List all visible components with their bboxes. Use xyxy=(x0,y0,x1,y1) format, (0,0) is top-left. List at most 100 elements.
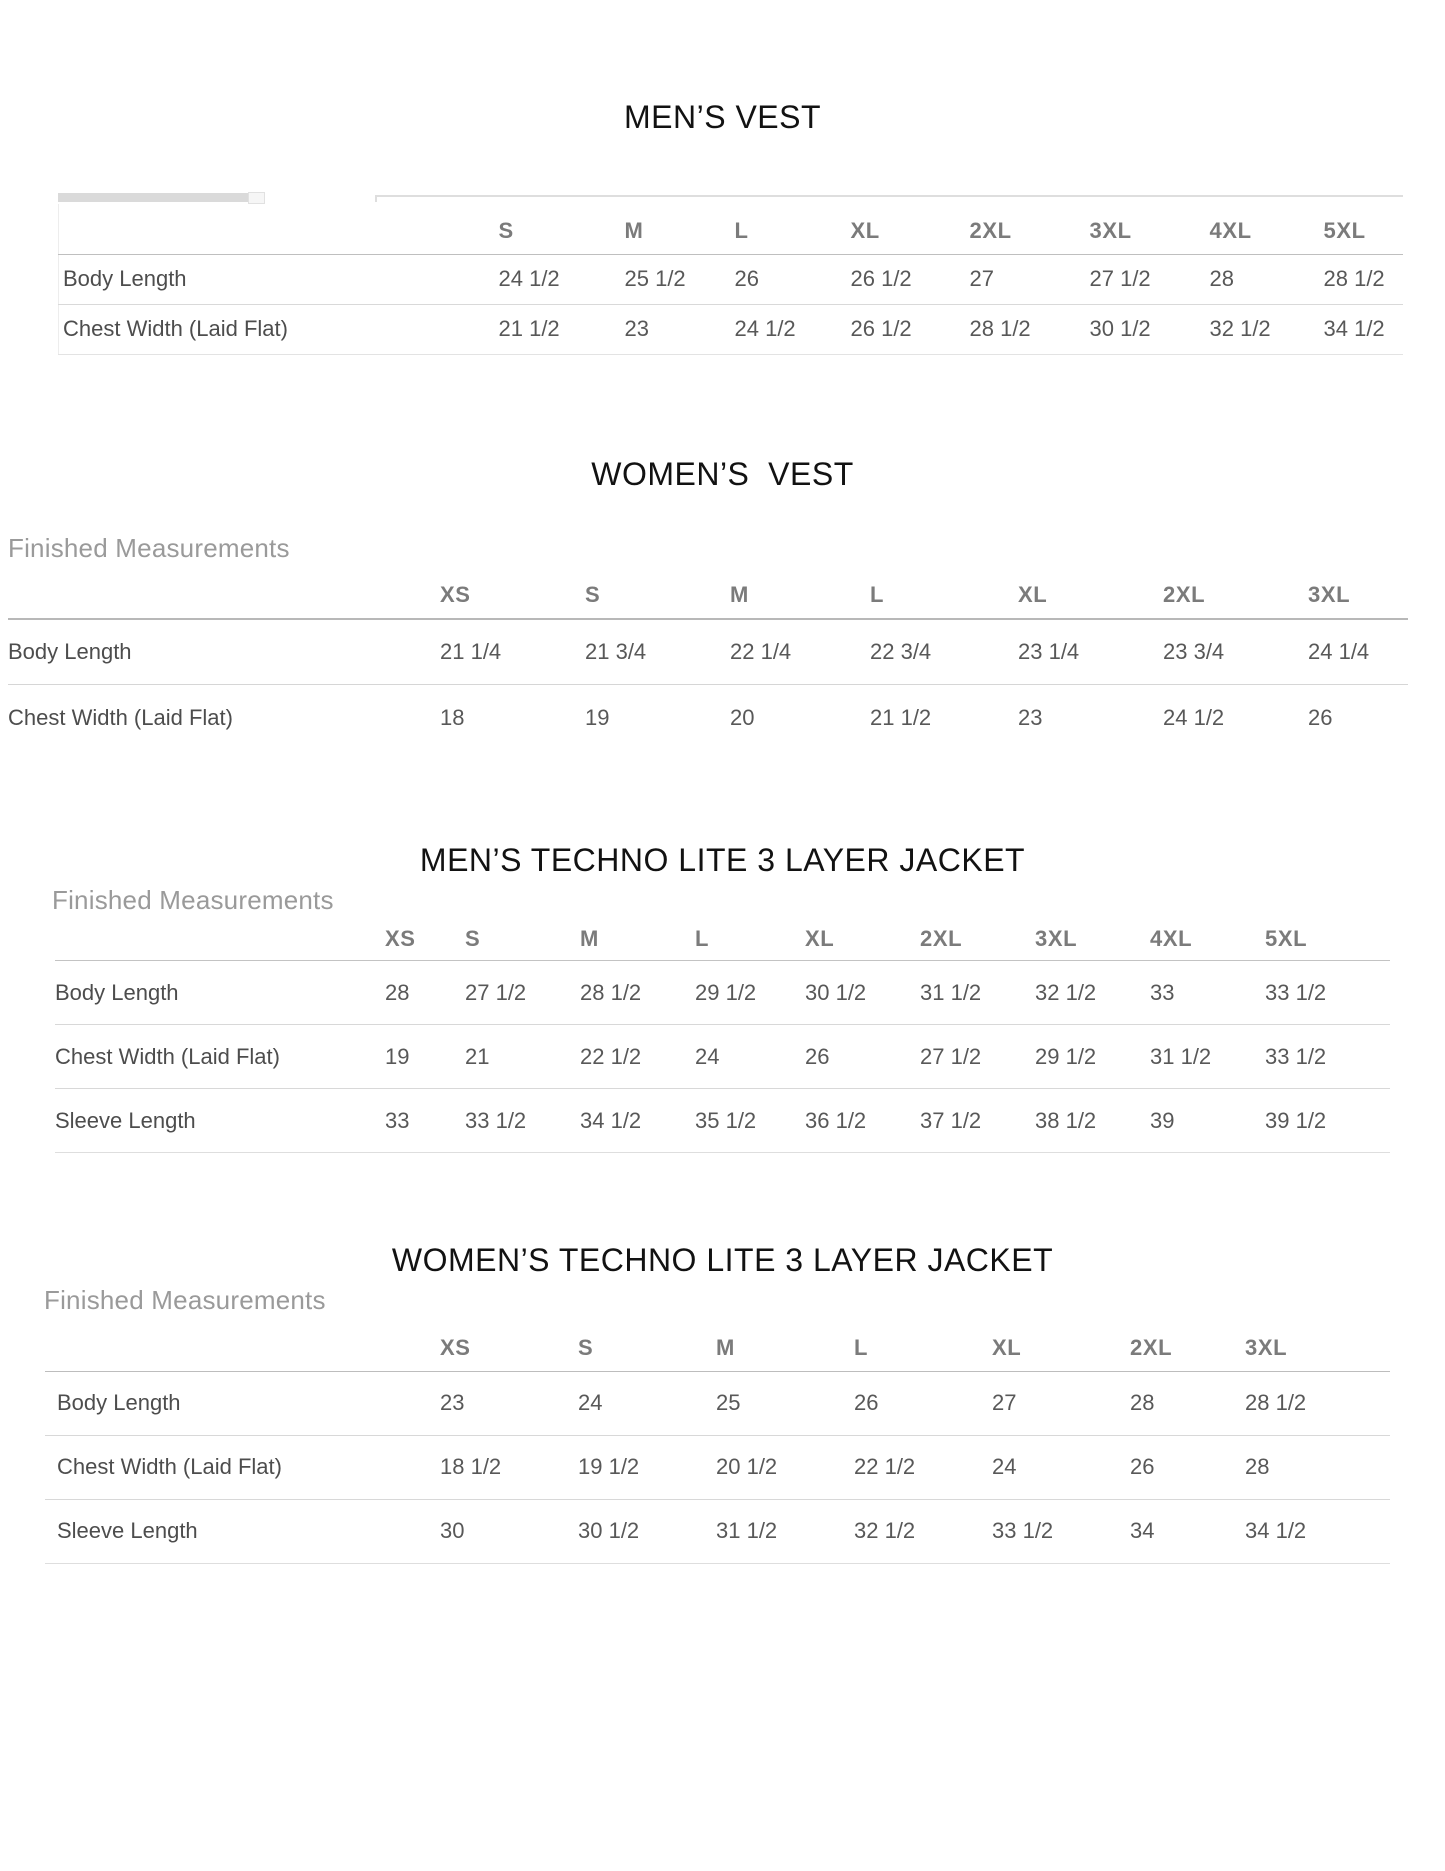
measurement-value-cell: 33 xyxy=(385,1088,465,1153)
measurement-value-cell: 33 1/2 xyxy=(465,1088,580,1153)
size-header-cell: XL xyxy=(1018,562,1163,620)
size-header-cell: 5XL xyxy=(1323,204,1403,255)
size-header-cell: 2XL xyxy=(969,204,1090,255)
measurement-row: Body Length 24 1/2 25 1/2 26 26 1/2 27 27 1/2 2… xyxy=(59,254,1404,304)
horizontal-scrollbar-thumb[interactable] xyxy=(58,193,248,202)
size-header-row: XS S M L XL 2XL 3XL xyxy=(45,1315,1390,1372)
size-header-cell: 3XL xyxy=(1035,914,1150,961)
size-header-cell: XS xyxy=(385,914,465,961)
finished-measurements-label: Finished Measurements xyxy=(44,1285,326,1315)
measurement-value-cell: 33 1/2 xyxy=(1265,1024,1390,1089)
corner-cell xyxy=(55,914,385,961)
measurement-value-cell: 39 xyxy=(1150,1088,1265,1153)
measurement-value-cell: 22 1/4 xyxy=(730,638,792,664)
measurement-value-cell: 29 1/2 xyxy=(1035,1024,1150,1089)
size-header-cell: M xyxy=(580,914,695,961)
horizontal-scrollbar-track-end[interactable] xyxy=(248,192,265,204)
measurement-value-cell: 27 1/2 xyxy=(1089,266,1151,291)
size-header-cell: XL xyxy=(850,204,970,255)
size-header-cell: L xyxy=(734,204,851,255)
size-header-cell: 3XL xyxy=(1245,1315,1390,1372)
measurement-value-cell: 37 1/2 xyxy=(920,1088,1035,1153)
measurement-value-cell: 25 xyxy=(716,1390,741,1415)
measurement-value-cell: 24 1/2 xyxy=(1163,684,1308,751)
measurement-value-cell: 22 3/4 xyxy=(870,638,932,664)
measurement-value-cell: 28 xyxy=(1130,1390,1155,1415)
size-header-cell: S xyxy=(498,204,625,255)
measurement-value-cell: 27 xyxy=(969,266,994,291)
measurement-value-cell: 21 xyxy=(465,1024,580,1089)
measurement-value-cell: 35 1/2 xyxy=(695,1088,805,1153)
measurement-value-cell: 19 1/2 xyxy=(578,1434,716,1499)
measurement-value-cell: 30 1/2 xyxy=(1089,303,1210,355)
measurement-value-cell: 18 1/2 xyxy=(440,1434,578,1499)
corner-cell xyxy=(45,1315,440,1372)
measurement-row: Body Length 28 27 1/2 28 1/2 29 1/2 30 1/2 31 … xyxy=(55,961,1390,1025)
measurement-row-label: Sleeve Length xyxy=(55,1088,385,1153)
finished-measurements-label: Finished Measurements xyxy=(8,532,290,563)
measurement-row-label: Chest Width (Laid Flat) xyxy=(45,1434,440,1499)
measurement-value-cell: 31 1/2 xyxy=(716,1498,854,1564)
measurement-value-cell: 32 1/2 xyxy=(1035,979,1097,1005)
measurement-value-cell: 31 1/2 xyxy=(920,979,982,1005)
section-title-mens-vest: MEN’S VEST xyxy=(623,99,822,135)
measurement-row-label: Body Length xyxy=(55,979,179,1005)
section-title-womens-vest: WOMEN’S VEST xyxy=(591,455,854,492)
size-header-row: S M L XL 2XL 3XL 4XL 5XL xyxy=(58,204,1403,255)
size-header-cell: L xyxy=(870,562,1018,620)
measurement-value-cell: 23 3/4 xyxy=(1163,638,1225,664)
measurement-value-cell: 20 1/2 xyxy=(716,1434,854,1499)
size-header-cell: S xyxy=(585,562,730,620)
measurement-value-cell: 30 xyxy=(440,1498,578,1564)
measurement-row-label: Body Length xyxy=(57,1390,181,1415)
measurement-value-cell: 32 1/2 xyxy=(854,1498,992,1564)
measurement-value-cell: 20 xyxy=(730,684,870,751)
size-header-cell: 2XL xyxy=(920,914,1035,961)
measurement-value-cell: 26 xyxy=(734,266,759,291)
size-header-row: XS S M L XL 2XL 3XL 4XL 5XL xyxy=(55,914,1390,961)
size-header-row: XS S M L XL 2XL 3XL xyxy=(8,562,1408,620)
measurement-row-label: Body Length xyxy=(63,266,187,291)
measurement-value-cell: 26 1/2 xyxy=(850,303,970,355)
womens-jacket-size-table: XS S M L XL 2XL 3XL Body Length 23 24 25 26 27 28 28 1… xyxy=(45,1315,1390,1564)
measurement-value-cell: 39 1/2 xyxy=(1265,1088,1390,1153)
section-title-mens-jacket: MEN’S TECHNO LITE 3 LAYER JACKET xyxy=(419,841,1026,878)
measurement-value-cell: 28 xyxy=(1209,266,1234,291)
size-header-cell: M xyxy=(624,204,735,255)
measurement-row: Sleeve Length 30 30 1/2 31 1/2 32 1/2 33 1/2 3… xyxy=(45,1498,1390,1564)
measurement-value-cell: 26 xyxy=(1130,1434,1245,1499)
measurement-value-cell: 24 xyxy=(992,1434,1130,1499)
measurement-value-cell: 28 xyxy=(385,979,410,1005)
measurement-value-cell: 27 1/2 xyxy=(465,979,527,1005)
measurement-value-cell: 32 1/2 xyxy=(1209,303,1324,355)
measurement-value-cell: 21 1/2 xyxy=(498,303,625,355)
size-header-cell: S xyxy=(578,1315,716,1372)
measurement-value-cell: 24 1/2 xyxy=(498,266,560,291)
measurement-value-cell: 26 1/2 xyxy=(850,266,912,291)
measurement-value-cell: 27 xyxy=(992,1390,1017,1415)
measurement-value-cell: 21 1/4 xyxy=(440,638,502,664)
measurement-row: Sleeve Length 33 33 1/2 34 1/2 35 1/2 36 1/2 3… xyxy=(55,1088,1390,1153)
measurement-value-cell: 30 1/2 xyxy=(578,1498,716,1564)
size-header-cell: 5XL xyxy=(1265,914,1390,961)
measurement-value-cell: 24 1/4 xyxy=(1308,638,1370,664)
size-header-cell: 2XL xyxy=(1130,1315,1245,1372)
measurement-value-cell: 28 1/2 xyxy=(969,303,1090,355)
measurement-value-cell: 18 xyxy=(440,684,585,751)
measurement-value-cell: 21 1/2 xyxy=(870,684,1018,751)
mens-jacket-size-table: XS S M L XL 2XL 3XL 4XL 5XL Body Length 28 27 1/2 28… xyxy=(55,914,1390,1153)
corner-cell xyxy=(58,204,499,255)
measurement-value-cell: 34 1/2 xyxy=(580,1088,695,1153)
table-top-decoration xyxy=(58,192,1403,204)
measurement-row: Chest Width (Laid Flat) 18 19 20 21 1/2 23 24 … xyxy=(8,684,1408,751)
womens-vest-size-table: XS S M L XL 2XL 3XL Body Length 21 1/4 21 3/4 22 1… xyxy=(8,562,1408,751)
measurement-value-cell: 30 1/2 xyxy=(805,979,867,1005)
measurement-value-cell: 22 1/2 xyxy=(854,1434,992,1499)
measurement-row-label: Body Length xyxy=(8,638,132,664)
size-header-cell: 4XL xyxy=(1209,204,1324,255)
measurement-value-cell: 27 1/2 xyxy=(920,1024,1035,1089)
measurement-value-cell: 23 1/4 xyxy=(1018,638,1080,664)
size-header-cell: L xyxy=(854,1315,992,1372)
measurement-value-cell: 33 xyxy=(1150,979,1175,1005)
section-title-womens-jacket: WOMEN’S TECHNO LITE 3 LAYER JACKET xyxy=(391,1242,1054,1278)
